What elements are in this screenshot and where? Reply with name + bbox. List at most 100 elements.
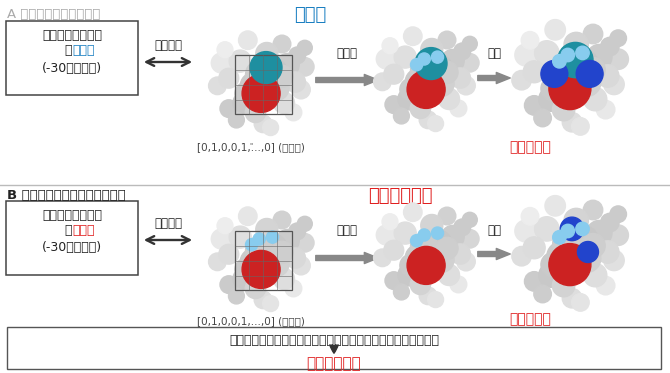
Circle shape bbox=[553, 54, 566, 68]
Circle shape bbox=[573, 244, 601, 272]
Circle shape bbox=[393, 108, 409, 124]
Circle shape bbox=[608, 49, 628, 69]
Circle shape bbox=[256, 43, 278, 65]
Circle shape bbox=[562, 112, 582, 132]
Circle shape bbox=[400, 78, 422, 100]
Circle shape bbox=[584, 263, 607, 287]
Circle shape bbox=[573, 68, 601, 97]
Circle shape bbox=[534, 109, 551, 127]
Circle shape bbox=[273, 93, 295, 113]
Circle shape bbox=[523, 237, 545, 259]
Circle shape bbox=[398, 264, 420, 286]
Circle shape bbox=[429, 247, 454, 273]
Circle shape bbox=[515, 44, 537, 66]
Circle shape bbox=[429, 71, 454, 97]
Circle shape bbox=[403, 27, 422, 46]
Circle shape bbox=[297, 40, 312, 55]
Text: 可視化: 可視化 bbox=[336, 224, 358, 237]
Circle shape bbox=[228, 112, 245, 128]
Circle shape bbox=[245, 237, 273, 264]
Circle shape bbox=[276, 229, 299, 253]
Circle shape bbox=[253, 233, 265, 245]
Text: B 今回の成果（計算値の利用）: B 今回の成果（計算値の利用） bbox=[7, 189, 126, 202]
Circle shape bbox=[271, 65, 293, 87]
Circle shape bbox=[295, 57, 314, 76]
Circle shape bbox=[584, 200, 603, 220]
Circle shape bbox=[553, 229, 583, 259]
Circle shape bbox=[262, 235, 287, 259]
Circle shape bbox=[241, 248, 267, 275]
Circle shape bbox=[285, 72, 306, 92]
Circle shape bbox=[229, 226, 251, 248]
Circle shape bbox=[431, 51, 444, 63]
Circle shape bbox=[541, 60, 567, 87]
Circle shape bbox=[541, 76, 565, 101]
Text: 計算値: 計算値 bbox=[72, 224, 94, 237]
Circle shape bbox=[534, 285, 551, 303]
FancyBboxPatch shape bbox=[6, 21, 138, 95]
Circle shape bbox=[552, 275, 575, 297]
Circle shape bbox=[600, 213, 619, 232]
Text: 選択性向上: 選択性向上 bbox=[509, 312, 551, 326]
Circle shape bbox=[564, 208, 588, 233]
Circle shape bbox=[454, 43, 470, 60]
Circle shape bbox=[549, 68, 591, 110]
Circle shape bbox=[235, 258, 257, 280]
Circle shape bbox=[512, 70, 531, 90]
Circle shape bbox=[560, 217, 584, 241]
Text: (-30サンプル): (-30サンプル) bbox=[42, 62, 102, 75]
Circle shape bbox=[415, 48, 447, 79]
Circle shape bbox=[539, 263, 563, 287]
Circle shape bbox=[576, 46, 589, 60]
Circle shape bbox=[254, 291, 272, 308]
Text: [0,1,0,0,1,...,0] (分子場): [0,1,0,0,1,...,0] (分子場) bbox=[197, 316, 305, 326]
Circle shape bbox=[596, 241, 619, 263]
Circle shape bbox=[273, 35, 291, 53]
Text: 水色の点（可視化した重要構造情報）に重なるように分子設計: 水色の点（可視化した重要構造情報）に重なるように分子設計 bbox=[229, 334, 439, 347]
Circle shape bbox=[256, 219, 278, 241]
Circle shape bbox=[245, 239, 258, 251]
Circle shape bbox=[297, 216, 312, 231]
Text: 機械学習: 機械学習 bbox=[154, 217, 182, 230]
Circle shape bbox=[262, 59, 287, 83]
Circle shape bbox=[427, 231, 452, 255]
Circle shape bbox=[219, 68, 239, 88]
Text: 実験値: 実験値 bbox=[72, 44, 94, 57]
Circle shape bbox=[377, 225, 396, 245]
Circle shape bbox=[438, 207, 456, 225]
Circle shape bbox=[596, 100, 615, 119]
Circle shape bbox=[384, 240, 404, 260]
Circle shape bbox=[419, 111, 437, 129]
Circle shape bbox=[604, 74, 624, 95]
Text: (-30サンプル): (-30サンプル) bbox=[42, 241, 102, 254]
Text: の: の bbox=[64, 224, 72, 237]
Circle shape bbox=[405, 69, 431, 95]
Circle shape bbox=[267, 231, 279, 243]
Circle shape bbox=[263, 296, 279, 311]
Circle shape bbox=[273, 268, 295, 289]
Circle shape bbox=[411, 57, 438, 84]
Circle shape bbox=[394, 46, 416, 68]
Circle shape bbox=[400, 254, 422, 276]
Circle shape bbox=[610, 206, 626, 222]
Circle shape bbox=[229, 50, 251, 72]
Circle shape bbox=[600, 37, 619, 56]
Circle shape bbox=[411, 235, 423, 247]
Circle shape bbox=[512, 247, 531, 266]
Circle shape bbox=[411, 59, 423, 71]
Circle shape bbox=[539, 87, 563, 111]
Circle shape bbox=[220, 100, 238, 117]
Circle shape bbox=[572, 226, 598, 253]
Text: 設計: 設計 bbox=[487, 47, 501, 60]
Circle shape bbox=[421, 38, 443, 60]
Text: エナンチオ選択性: エナンチオ選択性 bbox=[42, 29, 102, 42]
Circle shape bbox=[442, 225, 464, 248]
Circle shape bbox=[521, 32, 539, 49]
Circle shape bbox=[608, 225, 628, 245]
Circle shape bbox=[442, 50, 464, 72]
Circle shape bbox=[285, 280, 302, 297]
Text: 機械学習: 機械学習 bbox=[154, 39, 182, 52]
Circle shape bbox=[460, 54, 479, 72]
Circle shape bbox=[564, 32, 588, 57]
Text: 選択性向上！: 選択性向上！ bbox=[307, 356, 361, 371]
